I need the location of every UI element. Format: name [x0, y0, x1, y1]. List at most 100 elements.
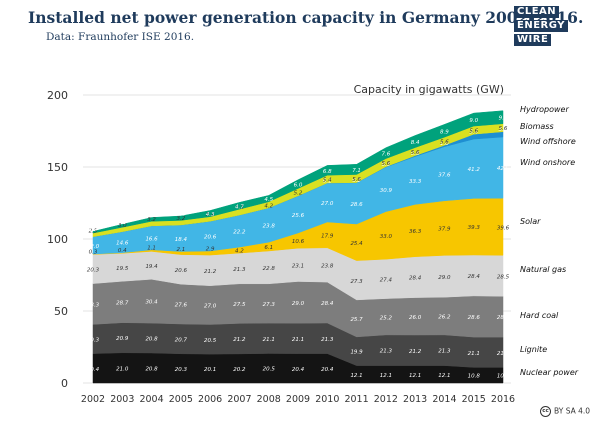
data-label: 10.6 — [292, 239, 305, 245]
data-label: 21.2 — [233, 337, 246, 343]
data-label: 12.1 — [438, 373, 450, 379]
data-label: 2.1 — [176, 247, 185, 253]
data-label: 20.8 — [145, 367, 158, 373]
data-label: 29.0 — [438, 275, 451, 281]
data-label: 7.1 — [352, 168, 361, 174]
data-label: 27.3 — [263, 302, 276, 308]
data-source: Data: Fraunhofer ISE 2016. — [46, 31, 195, 43]
data-label: 27.0 — [204, 304, 217, 310]
data-label: 0.3 — [89, 249, 98, 255]
data-label: 16.6 — [145, 236, 158, 242]
data-label: 26.2 — [438, 315, 451, 321]
data-label: 33.0 — [380, 234, 393, 240]
data-label: 26.0 — [409, 315, 422, 321]
data-label: 3.1 — [176, 211, 185, 217]
data-label: 2.1 — [118, 220, 127, 226]
data-label: 20.7 — [175, 337, 188, 343]
data-label: 21.2 — [409, 349, 422, 355]
y-tick-label: 50 — [54, 305, 68, 318]
x-tick-label: 2010 — [315, 394, 339, 405]
y-tick-label: 150 — [47, 161, 68, 174]
data-label: 20.1 — [204, 367, 216, 373]
data-label: 5.6 — [381, 161, 390, 167]
data-label: 5.6 — [411, 150, 420, 156]
data-label: 19.9 — [350, 350, 363, 356]
legend-wind-onshore: Wind onshore — [520, 158, 575, 167]
data-label: 25.7 — [350, 317, 363, 323]
data-label: 12.1 — [350, 373, 362, 379]
data-label: 2.6 — [147, 213, 156, 219]
data-label: 28.3 — [87, 303, 100, 309]
data-label: 20.4 — [87, 367, 100, 373]
data-label: 1.1 — [147, 245, 156, 251]
data-label: 28.4 — [468, 274, 481, 280]
legend-wind-offshore: Wind offshore — [520, 137, 576, 146]
data-label: 10.8 — [468, 374, 481, 380]
x-tick-label: 2006 — [198, 394, 222, 405]
data-label: 21.3 — [438, 349, 451, 355]
data-label: 3.2 — [147, 217, 156, 223]
axes: 0 50 100 150 200 2002 2003 2004 2005 2006 2007 2008… — [47, 89, 515, 405]
data-label: 10.8 — [497, 374, 510, 380]
data-label: 21.3 — [321, 337, 334, 343]
license-badge[interactable]: cc BY SA 4.0 — [540, 406, 590, 417]
data-label: 3.4 — [469, 130, 478, 136]
legend-natural-gas: Natural gas — [520, 265, 566, 274]
data-labels: 20.4 21.0 20.8 20.3 20.1 20.2 20.5 20.4 20.4 12.1… — [87, 116, 510, 380]
legend: Nuclear power Lignite Hard coal Natural gas… — [520, 105, 579, 377]
data-label: 21.1 — [468, 351, 480, 357]
data-label: 30.4 — [145, 300, 158, 306]
data-label: 28.6 — [350, 202, 363, 208]
x-tick-label: 2009 — [286, 394, 310, 405]
data-label: 21.1 — [497, 351, 509, 357]
data-label: 28.7 — [116, 301, 129, 307]
data-label: 2.5 — [89, 229, 98, 235]
data-label: 1.0 — [440, 141, 449, 147]
clean-energy-wire-logo[interactable]: CLEAN ENERGY WIRE — [514, 6, 574, 48]
data-label: 28.5 — [497, 274, 510, 280]
data-label: 12.1 — [380, 373, 392, 379]
logo-line-wire: WIRE — [514, 34, 552, 46]
legend-biomass: Biomass — [520, 122, 554, 131]
data-label: 0.3 — [381, 162, 390, 168]
data-label: 23.8 — [263, 224, 276, 230]
y-tick-label: 200 — [47, 89, 68, 102]
x-tick-label: 2012 — [374, 394, 398, 405]
data-label: 21.1 — [263, 337, 275, 343]
license-text: BY SA 4.0 — [554, 406, 591, 416]
data-label: 14.6 — [116, 241, 129, 247]
data-label: 30.9 — [380, 188, 393, 194]
data-label: 4.1 — [235, 205, 244, 211]
data-label: 27.4 — [380, 277, 393, 283]
x-tick-label: 2008 — [257, 394, 281, 405]
data-label: 3.0 — [118, 223, 127, 229]
logo-line-clean: CLEAN — [514, 6, 560, 18]
x-tick-label: 2002 — [81, 394, 105, 405]
data-label: 5.6 — [440, 140, 449, 146]
data-label: 21.2 — [204, 269, 217, 275]
x-tick-label: 2011 — [344, 394, 368, 405]
data-label: 20.2 — [233, 367, 246, 373]
data-label: 27.5 — [233, 302, 246, 308]
data-label: 25.6 — [292, 213, 305, 219]
data-label: 20.5 — [263, 367, 276, 373]
data-label: 23.1 — [292, 263, 304, 269]
data-label: 9.0 — [499, 116, 508, 122]
x-tick-label: 2014 — [432, 394, 456, 405]
data-label: 20.3 — [87, 338, 100, 344]
data-label: 7.6 — [381, 152, 390, 158]
data-label: 36.3 — [409, 229, 422, 235]
x-tick-label: 2016 — [491, 394, 515, 405]
area-hydropower — [92, 110, 504, 234]
data-label: 1.2 — [89, 227, 98, 233]
x-tick-label: 2003 — [110, 394, 134, 405]
data-label: 23.8 — [321, 263, 334, 269]
stacked-areas — [92, 110, 504, 384]
legend-solar: Solar — [520, 217, 541, 226]
data-label: 20.5 — [204, 338, 217, 344]
x-tick-label: 2013 — [403, 394, 427, 405]
chart-title: Installed net power generation capacity … — [28, 8, 584, 27]
data-label: 20.4 — [321, 367, 334, 373]
data-label: 25.2 — [380, 315, 393, 321]
